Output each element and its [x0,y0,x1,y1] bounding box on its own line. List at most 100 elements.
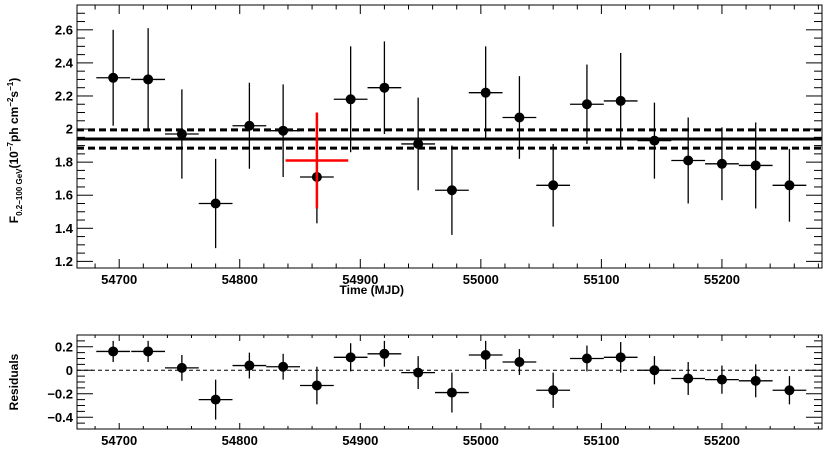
y-tick-label: −0.2 [47,386,73,401]
residuals-x-ticks: 54700 54800 54900 55000 55100 55200 [94,335,819,448]
marker [514,357,525,368]
data-point-s0-12 [502,349,537,375]
y-tick-label: 1.4 [55,221,74,236]
marker [615,352,626,363]
marker [784,385,795,396]
y-axis-title-unit-mid: ph cm [7,107,21,142]
marker [649,365,660,376]
marker [683,155,694,166]
x-tick-label: 55200 [704,272,740,287]
data-point-s1-0 [285,112,349,209]
y-tick-label: 2.4 [55,55,74,70]
x-tick-label: 55100 [583,433,619,448]
marker [210,394,221,405]
data-point-s0-5 [266,353,301,380]
marker [784,180,795,191]
data-point-s0-1 [131,340,166,363]
data-point-s0-8 [367,41,402,135]
y-axis-title-unit-close: ) [7,78,21,82]
marker [615,95,626,106]
residuals-data-points [96,340,807,420]
marker [108,72,119,83]
marker [244,360,255,371]
marker [446,185,457,196]
residuals-y-ticks: −0.4 −0.2 0 0.2 [47,334,822,430]
y-tick-label: 2.2 [55,88,73,103]
residuals-panel: 54700 54800 54900 55000 55100 55200 −0.4 −0.2 0… [7,334,823,448]
data-point-s0-9 [401,356,436,390]
marker [176,362,187,373]
data-point-s0-14 [570,345,604,372]
marker [379,82,390,93]
marker [413,138,424,149]
marker [581,353,592,364]
data-point-s0-20 [772,376,807,405]
marker [716,158,727,169]
flux-panel: 54700 54800 54900 55000 55100 55200 1.2 1.4 1.6… [6,4,823,297]
data-point-s0-4 [232,82,267,169]
data-point-s0-20 [772,148,807,222]
data-point-s0-13 [536,143,571,227]
marker [480,349,491,360]
marker [108,346,119,357]
data-point-s0-11 [468,46,503,139]
x-tick-label: 55000 [463,433,499,448]
marker [750,160,761,171]
y-axis-title-exp3: −1 [6,81,15,91]
flux-data-points [96,28,807,249]
data-point-s0-8 [367,340,402,367]
data-point-s0-19 [738,364,773,398]
data-point-s0-15 [603,52,638,149]
data-point-s0-7 [333,46,368,153]
marker [345,94,356,105]
x-tick-label: 54700 [101,272,137,287]
marker [210,198,221,209]
y-tick-label: 2 [66,122,73,137]
data-point-s0-16 [637,102,672,179]
marker [581,99,592,110]
data-point-s0-12 [502,76,537,159]
y-axis-title-exp2: −2 [6,97,15,107]
marker [345,352,356,363]
data-point-s0-3 [198,379,233,420]
marker [716,374,727,385]
flux-reference-lines [77,128,822,150]
flux-plot-frame [76,4,823,269]
marker [311,380,322,391]
data-point-s0-6 [300,366,334,405]
residuals-plot-frame [76,334,823,430]
data-point-s0-11 [468,340,503,370]
data-point-s0-2 [165,354,199,381]
y-tick-label: 0 [66,363,73,378]
marker [379,348,390,359]
marker [143,346,154,357]
marker [278,125,289,136]
data-point-s0-10 [435,145,469,235]
marker [143,74,154,85]
x-tick-label: 55000 [463,272,499,287]
data-point-s0-13 [536,372,571,408]
data-point-s0-5 [266,84,301,178]
y-tick-label: 1.6 [55,188,73,203]
data-point-s0-14 [570,64,604,144]
data-point-s0-17 [671,117,706,204]
marker [514,112,525,123]
marker [413,367,424,378]
y-axis-title: F0.2−100 GeV(10−7ph cm−2s−1) [6,78,24,223]
y-axis-title-exp1: −7 [6,142,15,152]
x-tick-label: 55200 [704,433,740,448]
marker [649,135,660,146]
data-point-s0-3 [198,158,233,249]
data-point-s0-15 [603,342,638,373]
y-axis-title-unit-open: (10 [7,151,21,169]
marker [176,129,187,140]
data-point-s0-19 [738,122,773,209]
data-point-s0-1 [131,28,166,131]
data-point-s0-9 [401,97,436,191]
x-tick-label: 54700 [101,433,137,448]
x-tick-label: 54900 [342,433,378,448]
y-tick-label: 2.6 [55,22,73,37]
y-axis-title-main: F [7,216,21,223]
